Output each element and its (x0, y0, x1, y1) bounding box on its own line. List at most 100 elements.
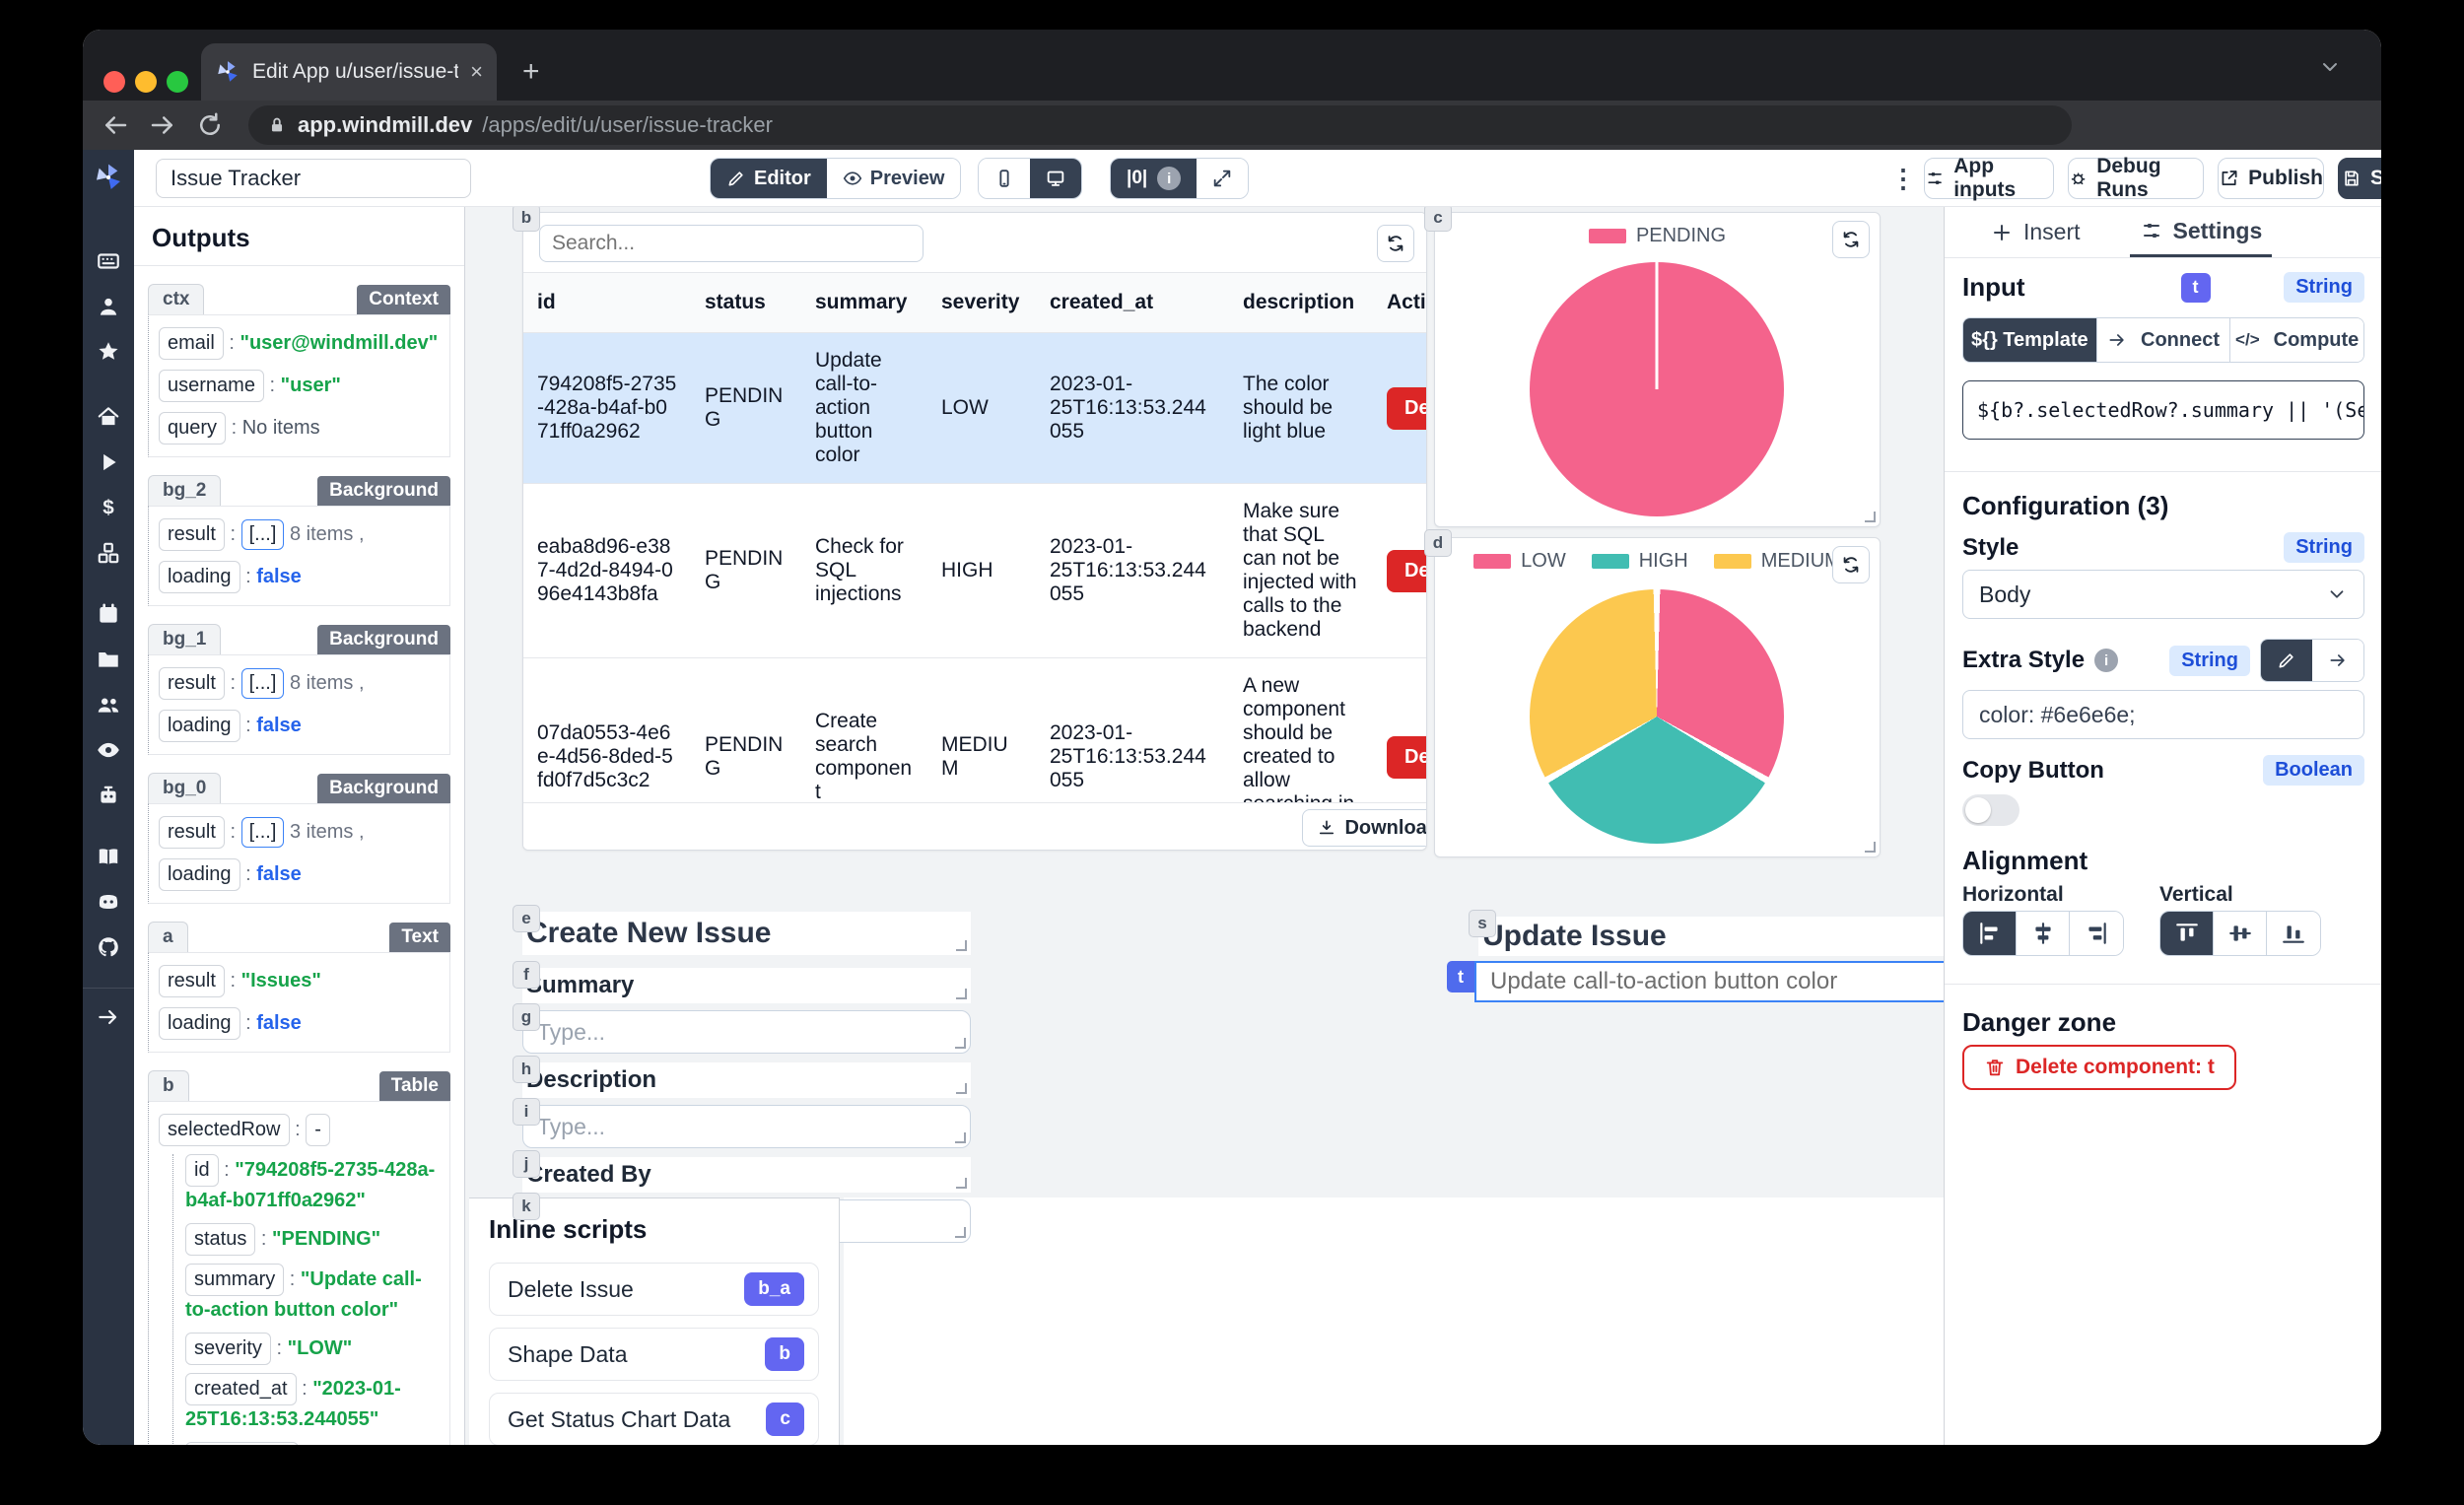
output-section-id[interactable]: a (148, 922, 188, 952)
table-search-input[interactable] (539, 225, 924, 262)
component-badge-b[interactable]: b (513, 207, 540, 232)
tab-close-icon[interactable]: × (470, 59, 483, 84)
align-center-h-button[interactable] (2017, 912, 2070, 955)
table-row[interactable]: 07da0553-4e6e-4d56-8ded-5fd0f7d5c3c2 PEND… (523, 657, 1426, 804)
forward-icon[interactable] (148, 110, 177, 140)
align-center-v-button[interactable] (2214, 912, 2267, 955)
output-key[interactable]: loading (159, 710, 240, 742)
app-inputs-button[interactable]: App inputs (1924, 155, 2054, 201)
align-top-button[interactable] (2160, 912, 2214, 955)
table-row[interactable]: 794208f5-2735-428a-b4af-b071ff0a2962 PEND… (523, 332, 1426, 484)
output-section-id[interactable]: bg_2 (148, 475, 222, 506)
output-key[interactable]: result (159, 965, 225, 997)
expand-array-chip[interactable]: [...] (240, 668, 285, 699)
expand-array-chip[interactable]: [...] (240, 519, 285, 550)
output-key[interactable]: result (159, 518, 225, 551)
arrow-right-icon[interactable] (96, 1004, 121, 1030)
robot-icon[interactable] (96, 783, 121, 808)
connect-segment[interactable]: Connect (2096, 318, 2231, 362)
output-key[interactable]: loading (159, 1007, 240, 1040)
connect-arrow-button[interactable] (2312, 640, 2363, 681)
output-key[interactable]: result (159, 667, 225, 700)
output-section-id[interactable]: b (148, 1070, 189, 1101)
tab-search-chevron-icon[interactable] (2318, 55, 2342, 79)
chart-refresh-button[interactable] (1832, 221, 1870, 258)
play-icon[interactable] (96, 449, 121, 475)
tab-settings[interactable]: Settings (2129, 207, 2273, 257)
github-icon[interactable] (96, 934, 121, 960)
tab-insert[interactable]: Insert (1980, 207, 2090, 257)
user-icon[interactable] (96, 294, 121, 319)
table-column-header[interactable]: created_at (1036, 273, 1229, 333)
component-badge-j[interactable]: j (513, 1150, 540, 1178)
update-summary-component[interactable]: t Update call-to-action button color (1447, 961, 1944, 1002)
output-key[interactable]: result (159, 816, 225, 849)
output-key[interactable]: username (159, 370, 264, 402)
output-key[interactable]: severity (185, 1333, 271, 1365)
legend-item[interactable]: PENDING (1588, 225, 1726, 247)
output-key[interactable]: loading (159, 858, 240, 891)
form-text-input[interactable]: Type... (522, 1010, 971, 1054)
component-badge-k[interactable]: k (513, 1193, 540, 1220)
component-badge-c[interactable]: c (1424, 207, 1452, 232)
calendar-icon[interactable] (96, 601, 121, 627)
book-icon[interactable] (96, 844, 121, 869)
align-bottom-button[interactable] (2267, 912, 2320, 955)
debug-runs-button[interactable]: Debug Runs (2068, 155, 2204, 201)
legend-item[interactable]: LOW (1473, 550, 1566, 573)
output-section-id[interactable]: bg_1 (148, 624, 222, 654)
table-row[interactable]: eaba8d96-e387-4d2d-8494-096e4143b8fa PEND… (523, 483, 1426, 658)
delete-component-button[interactable]: Delete component: t (1962, 1045, 2236, 1090)
component-badge-s[interactable]: s (1469, 910, 1496, 937)
output-key[interactable]: id (185, 1154, 219, 1187)
new-tab-button[interactable]: + (522, 55, 540, 88)
output-section-id[interactable]: ctx (148, 284, 205, 314)
output-key[interactable]: status (185, 1223, 256, 1256)
component-badge-f[interactable]: f (513, 961, 540, 989)
cubes-icon[interactable] (96, 540, 121, 566)
legend-item[interactable]: MEDIUM (1713, 550, 1841, 573)
template-segment[interactable]: ${} Template (1963, 318, 2097, 362)
download-button[interactable]: Download (1302, 809, 1426, 847)
users-icon[interactable] (96, 692, 121, 718)
align-right-button[interactable] (2070, 912, 2123, 955)
delete-row-button[interactable]: Delete (1387, 549, 1426, 592)
table-column-header[interactable]: summary (801, 273, 927, 333)
extra-style-input[interactable]: color: #6e6e6e; (1962, 690, 2364, 739)
dollar-icon[interactable]: $ (96, 495, 121, 520)
app-name-input[interactable] (156, 159, 471, 198)
mobile-view-button[interactable] (979, 159, 1030, 198)
save-button[interactable]: Save (2338, 158, 2381, 199)
template-expression-input[interactable]: ${b?.selectedRow?.summary || '(Select a … (1962, 380, 2364, 440)
table-column-header[interactable]: status (691, 273, 801, 333)
style-select[interactable]: Body (1962, 570, 2364, 619)
collapse-chip[interactable]: - (306, 1114, 330, 1146)
output-key[interactable]: summary (185, 1264, 285, 1296)
table-column-header[interactable]: severity (927, 273, 1036, 333)
traffic-zoom-button[interactable] (167, 71, 188, 93)
browser-tab[interactable]: Edit App u/user/issue-tracker | × (201, 43, 497, 101)
delete-row-button[interactable]: Delete (1387, 735, 1426, 779)
preview-mode-button[interactable]: Preview (826, 159, 961, 198)
traffic-close-button[interactable] (103, 71, 125, 93)
output-key[interactable]: email (159, 327, 224, 360)
back-icon[interactable] (101, 110, 130, 140)
table-refresh-button[interactable] (1377, 225, 1414, 262)
more-menu-icon[interactable]: ⋮ (1890, 164, 1916, 193)
expand-array-chip[interactable]: [...] (240, 817, 285, 848)
hide-panels-button[interactable]: |0| i (1111, 159, 1198, 198)
address-bar[interactable]: app.windmill.dev/apps/edit/u/user/issue-… (248, 105, 2072, 145)
compute-segment[interactable]: </> Compute (2230, 318, 2363, 362)
eye-icon[interactable] (96, 737, 121, 763)
output-key[interactable]: created_at (185, 1373, 297, 1405)
align-left-button[interactable] (1963, 912, 2017, 955)
inline-script-item[interactable]: Get Status Chart Data c (489, 1393, 819, 1445)
output-key[interactable]: loading (159, 561, 240, 593)
edit-static-button[interactable] (2261, 640, 2312, 681)
component-badge-h[interactable]: h (513, 1056, 540, 1083)
folder-icon[interactable] (96, 647, 121, 672)
home-icon[interactable] (96, 404, 121, 430)
windmill-logo[interactable] (93, 162, 124, 193)
output-key[interactable]: description (185, 1442, 299, 1445)
desktop-view-button[interactable] (1030, 159, 1081, 198)
